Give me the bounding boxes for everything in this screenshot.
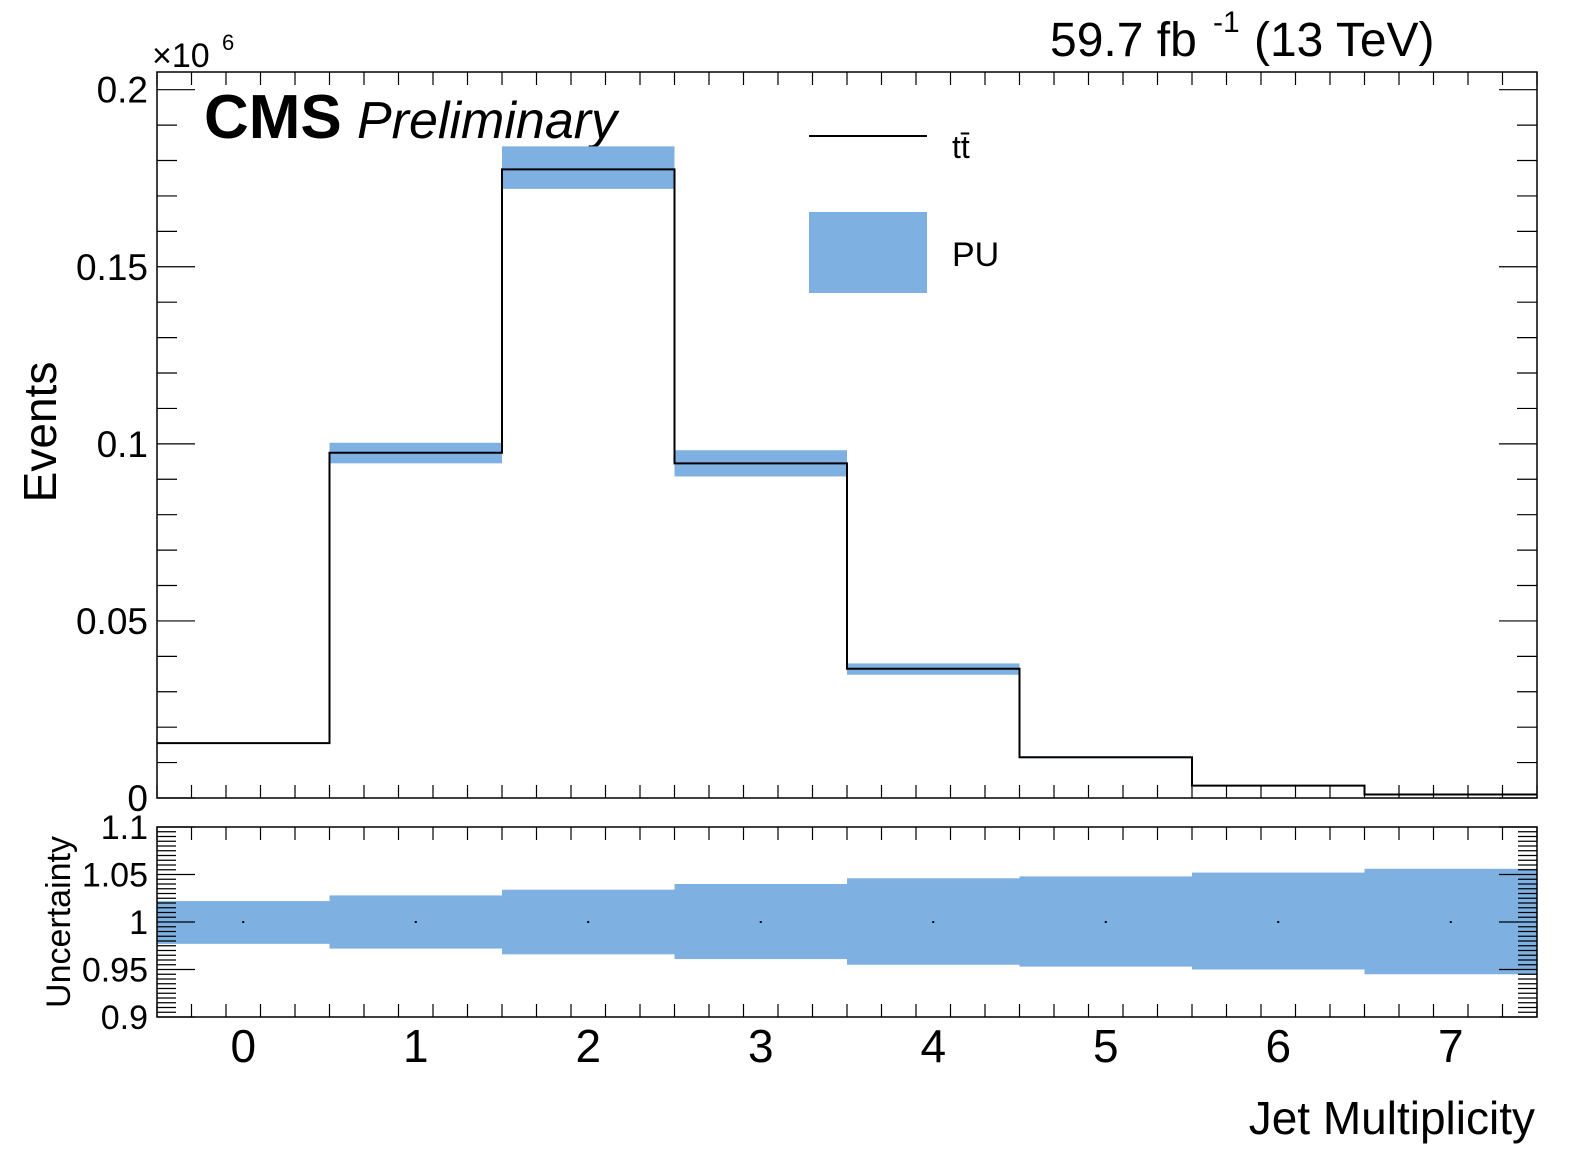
x-tick-label: 3 — [748, 1020, 774, 1072]
ratio-center-point — [1449, 921, 1452, 923]
y-multiplier: ×10 6 — [152, 30, 234, 75]
ratio-center-point — [932, 921, 935, 923]
y-tick-label: 0.05 — [76, 601, 148, 642]
lumi-value: 59.7 fb — [1050, 14, 1197, 67]
x-tick-label: 6 — [1265, 1020, 1291, 1072]
y-axis-label-bottom: Uncertainty — [40, 836, 78, 1008]
ratio-center-point — [1104, 921, 1107, 923]
legend-pu-swatch — [809, 212, 927, 293]
y-multiplier-exp: 6 — [222, 30, 234, 55]
lumi-label: 59.7 fb -1 (13 TeV) — [1050, 6, 1435, 67]
legend: tt̄ PU — [809, 129, 999, 293]
main-plot-frame — [156, 71, 1538, 799]
ratio-y-tick-label: 0.9 — [101, 999, 148, 1037]
x-tick-label: 7 — [1438, 1020, 1464, 1072]
main-plot: 0 0.05 0.1 0.15 0.2 — [76, 70, 1538, 819]
ratio-y-tick-label: 1 — [129, 904, 148, 942]
ratio-center-point — [1277, 921, 1280, 923]
y-tick-label: 0.15 — [76, 247, 148, 288]
x-tick-label: 5 — [1093, 1020, 1119, 1072]
y-tick-label: 0.2 — [97, 70, 148, 111]
ratio-y-tick-label: 1.1 — [101, 809, 148, 847]
ratio-plot: 0.9 0.95 1 1.05 1.1 0 1 2 3 4 5 6 7 — [82, 809, 1538, 1072]
x-tick-label: 2 — [575, 1020, 601, 1072]
y-multiplier-base: ×10 — [152, 37, 210, 75]
x-tick-label: 4 — [920, 1020, 946, 1072]
legend-pu-label: PU — [952, 236, 999, 274]
legend-ttbar-label: tt̄ — [952, 129, 970, 165]
ttbar-histogram-line — [157, 168, 1537, 796]
y-axis-label-top: Events — [14, 362, 66, 503]
ratio-y-tick-label: 0.95 — [82, 952, 148, 990]
energy-label: (13 TeV) — [1254, 14, 1435, 67]
pu-band-bin — [502, 146, 675, 189]
y-tick-label: 0.1 — [97, 424, 148, 465]
ratio-center-point — [759, 921, 762, 923]
y-tick-label: 0 — [127, 778, 148, 819]
ratio-center-point — [587, 921, 590, 923]
x-tick-label: 0 — [230, 1020, 256, 1072]
lumi-exponent: -1 — [1213, 6, 1240, 39]
preliminary-label: Preliminary — [357, 92, 620, 150]
x-axis-label: Jet Multiplicity — [1249, 1092, 1535, 1144]
ratio-center-point — [414, 921, 417, 923]
ratio-y-tick-label: 1.05 — [82, 857, 148, 895]
ratio-center-point — [242, 921, 245, 923]
x-tick-label: 1 — [403, 1020, 429, 1072]
cms-label: CMS — [204, 83, 342, 152]
